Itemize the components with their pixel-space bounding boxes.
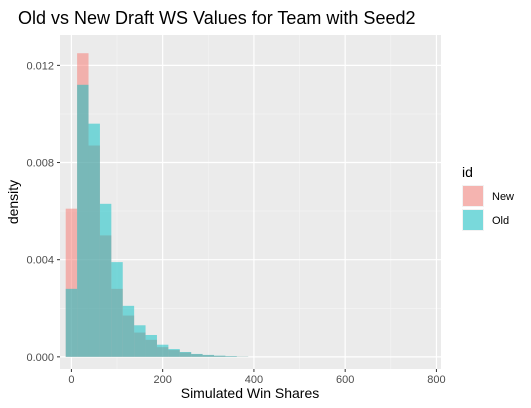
x-tick-label: 0 (68, 374, 74, 386)
bar-old (88, 123, 100, 357)
legend-key-old (463, 210, 483, 230)
bar-new (65, 208, 78, 357)
bar-old (65, 288, 78, 357)
bar-old (191, 353, 203, 357)
bar-old (134, 325, 146, 357)
bar-old (145, 334, 157, 357)
x-tick-label: 600 (336, 374, 354, 386)
bar-old (202, 354, 214, 357)
y-tick-label: 0.004 (26, 255, 54, 267)
y-tick-label: 0.008 (26, 158, 54, 170)
y-tick-label: 0.012 (26, 60, 54, 72)
y-tick-label: 0.000 (26, 352, 54, 364)
bar-old (156, 344, 169, 357)
chart-title: Old vs New Draft WS Values for Team with… (18, 8, 416, 28)
bar-old (168, 349, 180, 357)
grid-lines (60, 35, 441, 369)
bar-old (111, 262, 123, 357)
x-axis-title: Simulated Win Shares (181, 385, 320, 401)
x-tick-label: 800 (427, 374, 445, 386)
bar-old (179, 351, 192, 357)
y-axis-title: density (5, 180, 21, 224)
bar-old (122, 305, 135, 357)
bar-old (99, 203, 112, 357)
bar-old (225, 356, 237, 357)
x-tick-label: 200 (153, 374, 171, 386)
legend-label-old: Old (492, 215, 509, 227)
legend-label-new: New (492, 191, 514, 203)
bar-old (77, 84, 89, 357)
legend: id New Old (462, 164, 514, 231)
legend-key-new (463, 186, 483, 206)
axis-ticks: 0 200 400 600 800 0.000 0.004 0.008 0.012 (26, 60, 445, 386)
bar-old (213, 355, 226, 357)
legend-title: id (462, 164, 473, 180)
x-tick-label: 400 (245, 374, 263, 386)
histogram-bars (65, 53, 249, 357)
